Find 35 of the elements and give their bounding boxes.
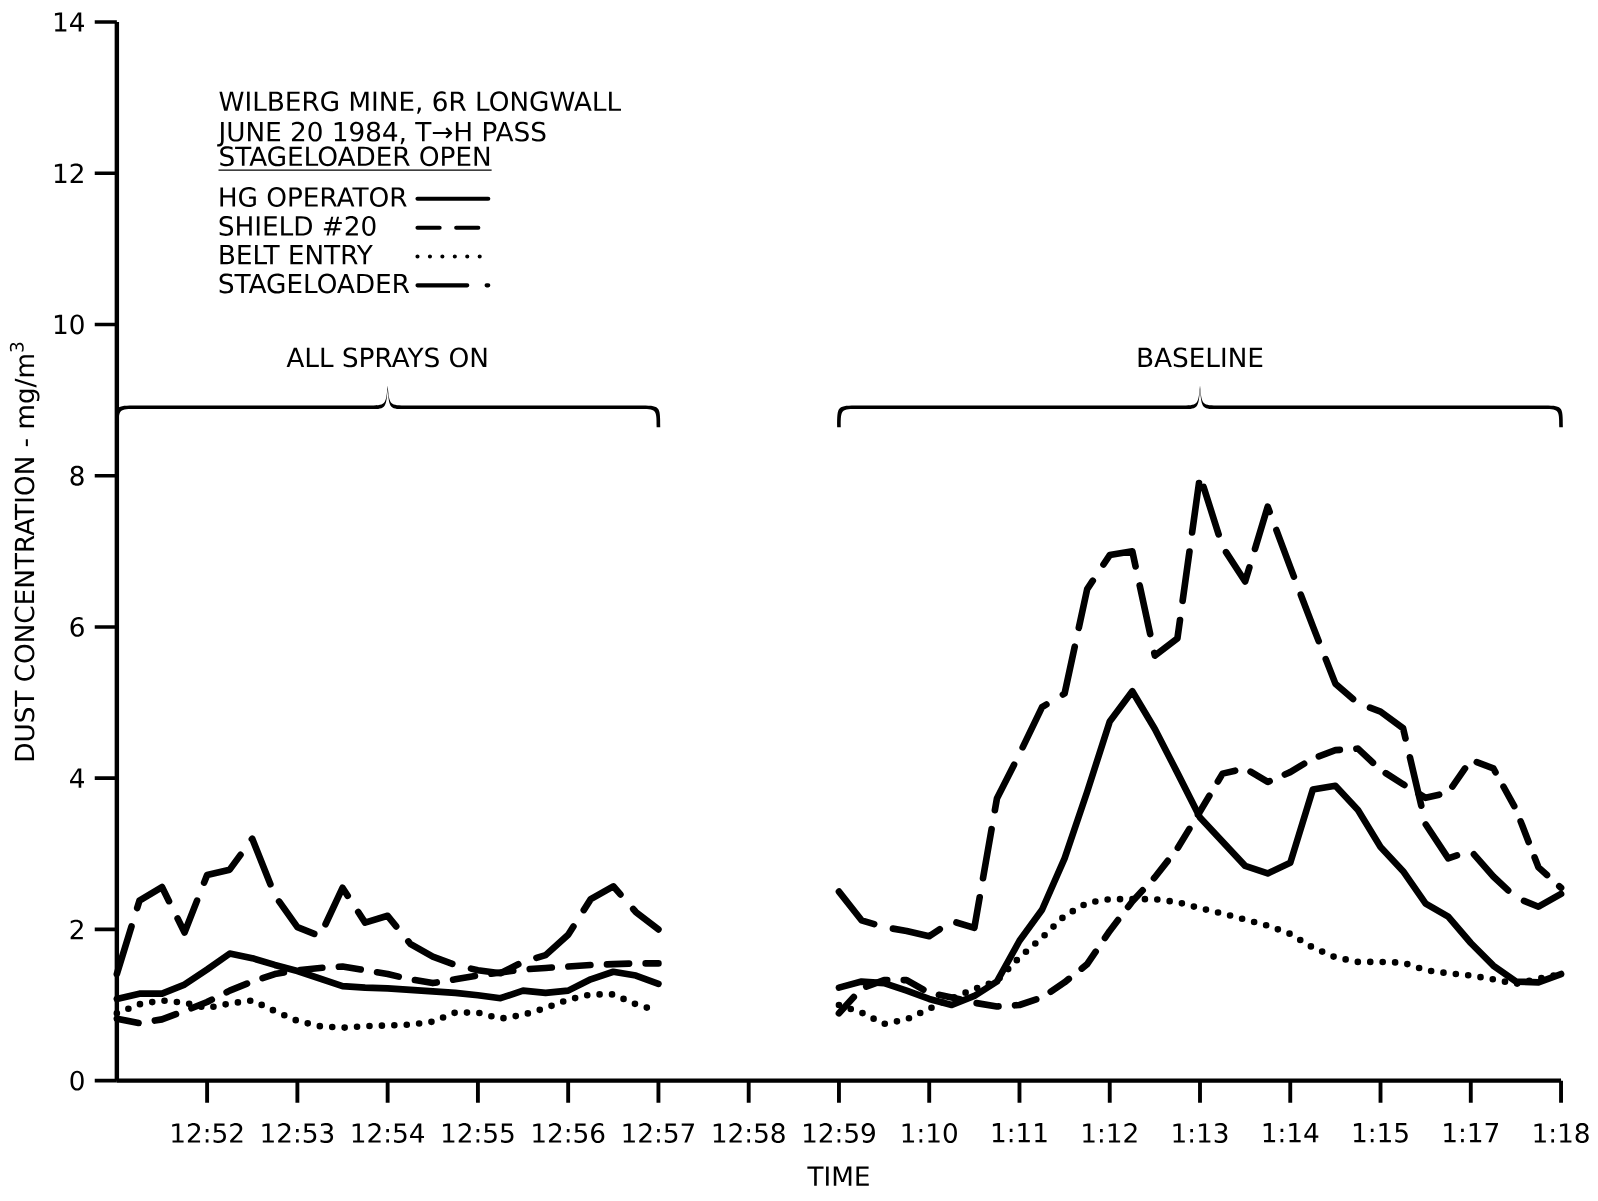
legend-label: SHIELD #20 (219, 215, 376, 236)
y-axis-title: DUST CONCENTRATION - mg/m$^{3}$ (9, 342, 40, 760)
y-tick-label: 4 (70, 768, 84, 788)
x-tick-label: 12:55 (442, 1122, 514, 1143)
legend-label: HG OPERATOR (220, 186, 407, 207)
x-tick-label: 1:14 (1263, 1122, 1319, 1143)
x-tick-label: 12:53 (262, 1122, 334, 1143)
x-tick-label: 1:10 (902, 1122, 957, 1143)
x-tick-label: 12:56 (533, 1122, 605, 1143)
text: JUNE 20 1984, T→H PASS (217, 121, 546, 147)
x-tick-label: 1:18 (1534, 1122, 1589, 1143)
x-tick-label: 12:58 (713, 1122, 785, 1143)
legend-label: STAGELOADER (219, 273, 410, 294)
x-axis-title: TIME (807, 1166, 869, 1186)
x-tick-label: 1:12 (1083, 1122, 1137, 1143)
legend-title: STAGELOADER OPEN (220, 146, 490, 166)
x-tick-label: 12:54 (352, 1122, 425, 1143)
x-tick-label: 1:13 (1173, 1122, 1228, 1143)
x-tick-label: 1:17 (1444, 1122, 1499, 1143)
x-tick-label: 12:59 (804, 1122, 875, 1143)
y-tick-label: 6 (70, 616, 84, 637)
y-tick-label: 10 (54, 314, 84, 335)
annotation: BASELINE (1138, 347, 1263, 368)
x-tick-label: 1:11 (992, 1122, 1047, 1143)
x-tick-label: 12:52 (172, 1122, 243, 1143)
annotation: ALL SPRAYS ON (286, 347, 487, 368)
y-tick-label: 14 (54, 12, 84, 32)
y-tick-label: 8 (70, 465, 84, 486)
y-tick-label: 0 (70, 1070, 84, 1091)
text: WILBERG MINE, 6R LONGWALL (219, 91, 621, 114)
x-tick-label: 1:15 (1353, 1122, 1408, 1143)
y-tick-label: 2 (70, 919, 83, 939)
legend-label: BELT ENTRY (220, 244, 373, 264)
y-tick-label: 12 (54, 163, 83, 183)
x-tick-label: 12:57 (623, 1122, 695, 1143)
